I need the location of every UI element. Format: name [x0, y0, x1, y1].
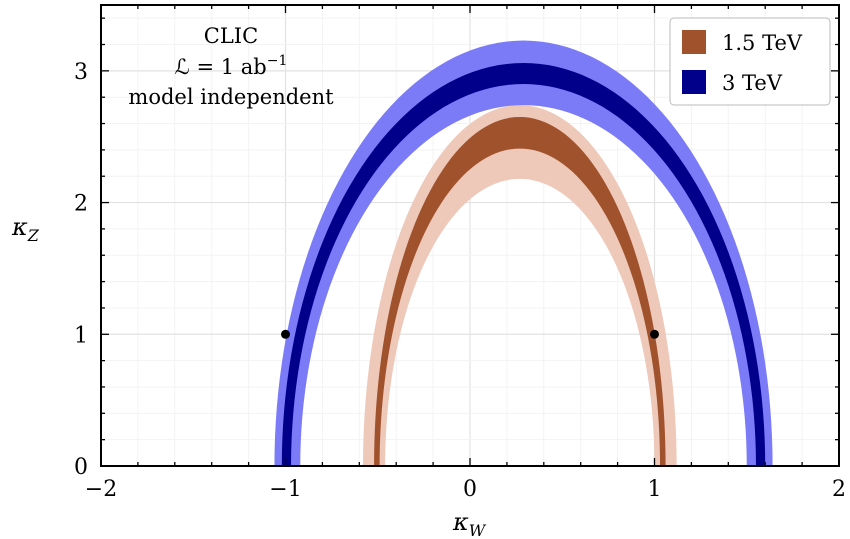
legend: 1.5 TeV 3 TeV	[669, 17, 831, 106]
annotation-luminosity: ℒ = 1 ab−1	[175, 53, 288, 79]
benchmark-point	[281, 329, 290, 339]
x-tick-label: −2	[85, 477, 117, 502]
tick-labels: −2 −1 0 1 2 0 1 2 3	[74, 60, 846, 502]
legend-label-3-tev: 3 TeV	[722, 71, 783, 95]
annotation: CLIC ℒ = 1 ab−1 model independent	[128, 24, 334, 109]
benchmark-points	[281, 329, 659, 339]
plot-frame	[100, 4, 840, 467]
x-tick-label: 2	[832, 477, 846, 502]
x-tick-label: 0	[463, 477, 477, 502]
legend-swatch-1-5-tev	[682, 30, 706, 54]
y-tick-label: 1	[74, 323, 88, 348]
annotation-model: model independent	[128, 85, 334, 109]
benchmark-point	[650, 329, 659, 339]
annotation-experiment: CLIC	[204, 24, 258, 48]
legend-swatch-3-tev	[682, 70, 706, 94]
x-tick-label: 1	[648, 477, 662, 502]
x-axis-title: κW	[452, 508, 487, 539]
y-tick-label: 2	[74, 192, 88, 217]
contour-bands	[274, 40, 773, 466]
y-tick-label: 0	[74, 455, 88, 480]
y-axis-title: κZ	[11, 213, 40, 245]
legend-frame	[669, 17, 831, 106]
y-tick-label: 3	[74, 60, 88, 85]
legend-label-1-5-tev: 1.5 TeV	[722, 31, 803, 55]
x-tick-label: −1	[269, 477, 301, 502]
band-3-tev-outer	[274, 40, 773, 466]
